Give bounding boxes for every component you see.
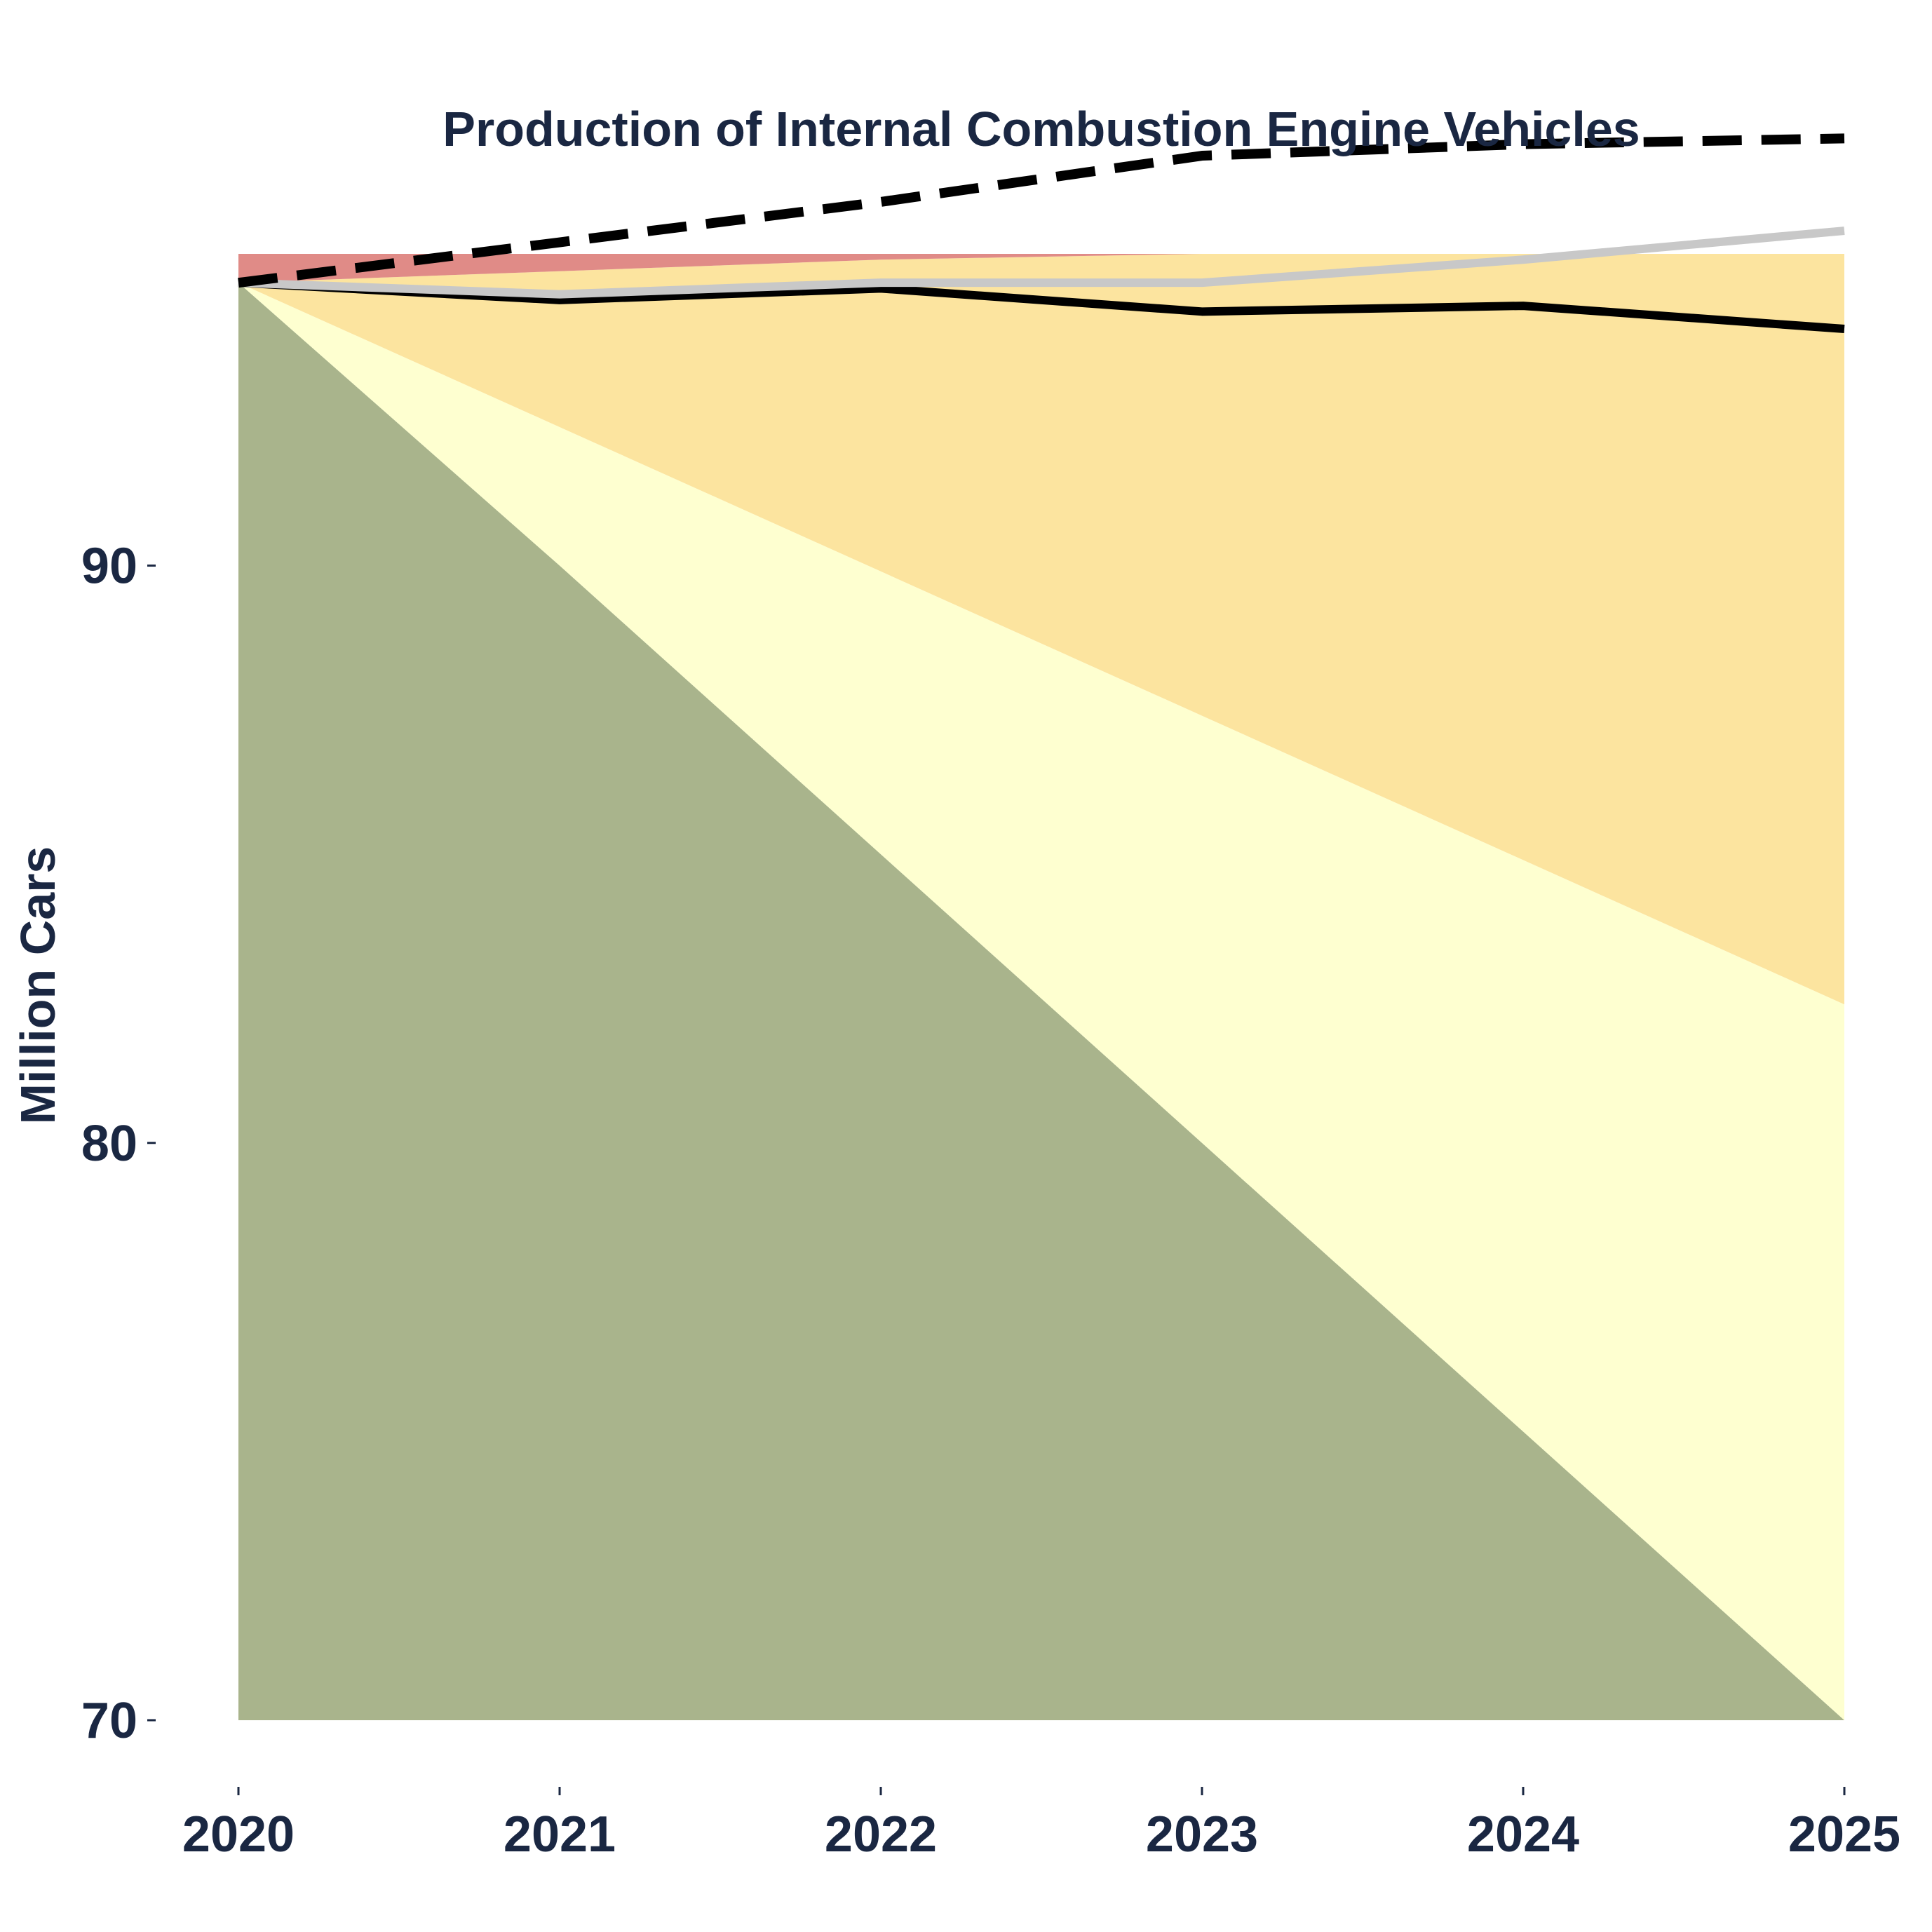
y-tick-label-80: 80 (81, 1116, 137, 1172)
x-axis: 2020 2021 2022 2023 2024 2025 (182, 1787, 1900, 1863)
x-tick-label-2022: 2022 (825, 1806, 937, 1863)
area-band-3 (238, 254, 1844, 1005)
area-bands (238, 254, 1844, 1721)
x-tick-label-2020: 2020 (182, 1806, 295, 1863)
x-tick-label-2021: 2021 (504, 1806, 616, 1863)
area-band-1 (238, 283, 1844, 1721)
series-line-2 (238, 227, 1845, 299)
series-line-1 (238, 278, 1845, 334)
series-line-3 (238, 133, 1845, 288)
y-axis-label: Million Cars (11, 846, 65, 1125)
y-tick-label-70: 70 (81, 1693, 137, 1749)
y-axis: 70 80 90 (81, 539, 156, 1749)
series-lines (238, 133, 1845, 334)
x-tick-label-2023: 2023 (1146, 1806, 1258, 1863)
area-band-2 (238, 283, 1844, 1721)
x-tick-label-2025: 2025 (1788, 1806, 1900, 1863)
area-band-4 (238, 254, 1844, 283)
y-tick-label-90: 90 (81, 539, 137, 595)
x-tick-label-2024: 2024 (1467, 1806, 1579, 1863)
chart-title: Production of Internal Combustion Engine… (443, 102, 1640, 156)
